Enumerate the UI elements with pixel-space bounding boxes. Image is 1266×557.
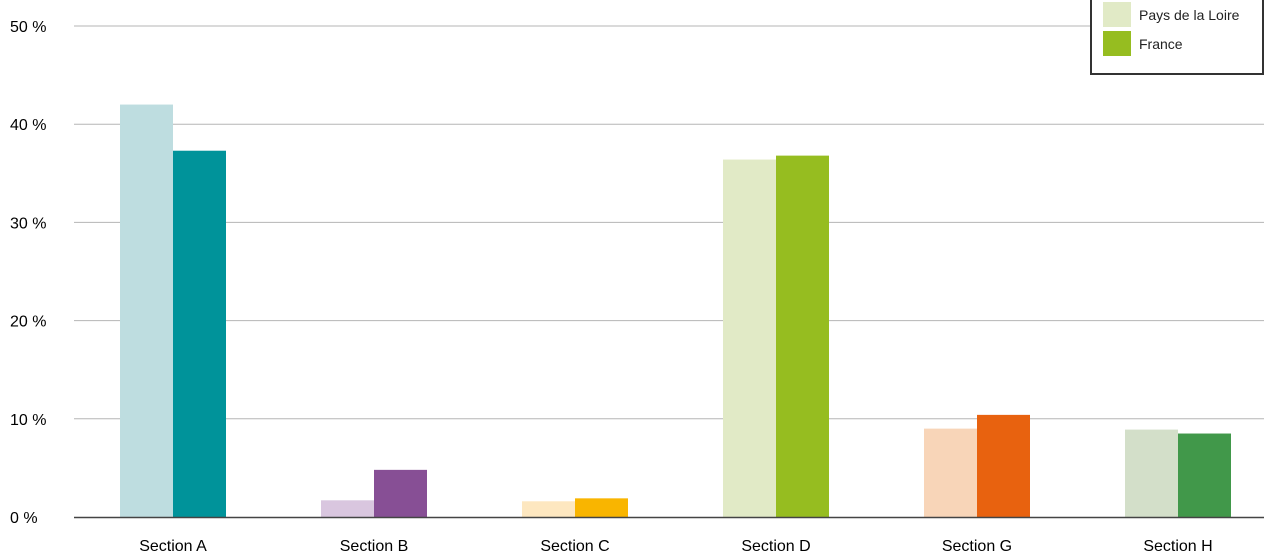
x-tick-label: Section B bbox=[340, 538, 408, 552]
legend-swatch bbox=[1103, 31, 1131, 56]
x-tick-label: Section G bbox=[942, 538, 1012, 552]
y-tick-label: 20 % bbox=[10, 314, 46, 331]
bar bbox=[173, 150, 226, 518]
bar bbox=[522, 501, 575, 517]
bar bbox=[1178, 433, 1231, 517]
bar bbox=[321, 500, 374, 517]
x-tick-label: Section A bbox=[139, 538, 207, 552]
x-tick-label: Section H bbox=[1143, 538, 1212, 552]
y-tick-label: 10 % bbox=[10, 412, 46, 429]
legend: Pays de la Loire France bbox=[1090, 0, 1264, 75]
legend-swatch bbox=[1103, 2, 1131, 27]
bar bbox=[977, 414, 1030, 517]
y-axis-ticks: 0 % 10 % 20 % 30 % 40 % 50 % bbox=[10, 19, 46, 527]
x-axis: Section A Section B Section C Section D Sect… bbox=[74, 516, 1264, 555]
x-tick-label: Section D bbox=[741, 538, 810, 552]
legend-label: Pays de la Loire bbox=[1139, 7, 1240, 23]
legend-label: France bbox=[1139, 36, 1183, 52]
bar bbox=[120, 104, 173, 517]
y-tick-label: 50 % bbox=[10, 19, 46, 36]
x-tick-label: Section C bbox=[540, 538, 609, 552]
bar bbox=[374, 469, 427, 517]
bar bbox=[723, 159, 776, 517]
bar bbox=[776, 155, 829, 517]
y-tick-label: 40 % bbox=[10, 117, 46, 134]
bar bbox=[924, 428, 977, 517]
bar bbox=[575, 498, 628, 517]
bars bbox=[120, 104, 1231, 518]
y-tick-label: 0 % bbox=[10, 510, 38, 527]
y-tick-label: 30 % bbox=[10, 215, 46, 232]
bar bbox=[1125, 429, 1178, 517]
grid-lines bbox=[74, 25, 1264, 420]
